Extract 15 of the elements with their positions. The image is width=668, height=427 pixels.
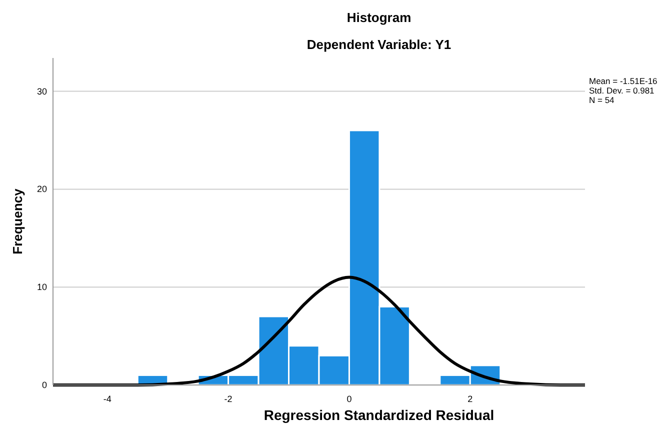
x-tick-label: 0	[346, 394, 352, 404]
chart-title: Histogram	[346, 10, 412, 25]
text: Mean = -1.51E-16	[589, 76, 658, 86]
text: N = 54	[589, 95, 615, 105]
y-axis-title: Frequency	[10, 188, 25, 254]
x-tick-label: -4	[103, 394, 112, 404]
x-axis-title: Regression Standardized Residual	[264, 407, 494, 423]
x-tick-label: 2	[468, 394, 473, 404]
y-tick-label: 30	[36, 86, 47, 96]
chart-subtitle: Dependent Variable: Y1	[306, 37, 452, 52]
text: Std. Dev. = 0.981	[589, 86, 655, 96]
y-tick-label: 20	[36, 184, 47, 194]
y-tick-label: 10	[36, 282, 47, 292]
x-tick-label: -2	[224, 394, 232, 404]
y-tick-label: 0	[42, 380, 47, 390]
